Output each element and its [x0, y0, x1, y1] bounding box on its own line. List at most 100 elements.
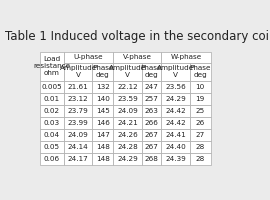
- Bar: [161, 81, 190, 93]
- Text: 23.12: 23.12: [68, 96, 89, 102]
- Text: 146: 146: [96, 120, 110, 126]
- Text: W-phase: W-phase: [170, 54, 202, 60]
- Text: 266: 266: [144, 120, 158, 126]
- Text: 28: 28: [195, 156, 205, 162]
- Bar: [92, 105, 113, 117]
- Text: 267: 267: [144, 144, 158, 150]
- Text: 24.40: 24.40: [165, 144, 186, 150]
- Text: 25: 25: [195, 108, 205, 114]
- Text: 0.02: 0.02: [44, 108, 60, 114]
- Text: 148: 148: [96, 156, 110, 162]
- Text: 26: 26: [195, 120, 205, 126]
- Bar: [40, 141, 64, 153]
- Text: 24.28: 24.28: [117, 144, 138, 150]
- Bar: [64, 141, 92, 153]
- Text: 23.99: 23.99: [68, 120, 89, 126]
- Text: Amplitude
V: Amplitude V: [109, 65, 146, 78]
- Bar: [40, 117, 64, 129]
- Text: 0.04: 0.04: [44, 132, 60, 138]
- Bar: [161, 52, 211, 62]
- Text: 22.12: 22.12: [117, 84, 138, 90]
- Bar: [40, 153, 64, 165]
- Text: 24.29: 24.29: [165, 96, 186, 102]
- Bar: [161, 93, 190, 105]
- Text: Phase
deg: Phase deg: [141, 65, 162, 78]
- Text: Table 1 Induced voltage in the secondary coil: Table 1 Induced voltage in the secondary…: [5, 30, 270, 43]
- Text: 267: 267: [144, 132, 158, 138]
- Bar: [190, 141, 211, 153]
- Bar: [64, 153, 92, 165]
- Text: 19: 19: [195, 96, 205, 102]
- Bar: [113, 62, 141, 81]
- Bar: [190, 105, 211, 117]
- Bar: [64, 62, 92, 81]
- Bar: [92, 117, 113, 129]
- Bar: [64, 81, 92, 93]
- Bar: [190, 81, 211, 93]
- Text: Phase
deg: Phase deg: [92, 65, 114, 78]
- Bar: [92, 93, 113, 105]
- Text: 0.005: 0.005: [42, 84, 62, 90]
- Bar: [190, 117, 211, 129]
- Bar: [161, 62, 190, 81]
- Text: 24.42: 24.42: [165, 120, 186, 126]
- Text: 28: 28: [195, 144, 205, 150]
- Text: Amplitude
V: Amplitude V: [157, 65, 194, 78]
- Bar: [92, 141, 113, 153]
- Text: 27: 27: [195, 132, 205, 138]
- Bar: [92, 129, 113, 141]
- Bar: [141, 105, 161, 117]
- Text: 24.09: 24.09: [68, 132, 89, 138]
- Text: 147: 147: [96, 132, 110, 138]
- Text: 268: 268: [144, 156, 158, 162]
- Text: V-phase: V-phase: [123, 54, 152, 60]
- Text: 145: 145: [96, 108, 110, 114]
- Bar: [161, 141, 190, 153]
- Bar: [190, 153, 211, 165]
- Bar: [40, 52, 64, 81]
- Text: 23.59: 23.59: [117, 96, 138, 102]
- Bar: [92, 62, 113, 81]
- Text: 23.79: 23.79: [68, 108, 89, 114]
- Bar: [190, 62, 211, 81]
- Bar: [40, 93, 64, 105]
- Text: 10: 10: [195, 84, 205, 90]
- Bar: [64, 117, 92, 129]
- Bar: [141, 81, 161, 93]
- Text: 24.17: 24.17: [68, 156, 89, 162]
- Bar: [161, 105, 190, 117]
- Bar: [40, 81, 64, 93]
- Bar: [190, 93, 211, 105]
- Text: 247: 247: [144, 84, 158, 90]
- Text: 24.14: 24.14: [68, 144, 89, 150]
- Bar: [113, 105, 141, 117]
- Text: 24.29: 24.29: [117, 156, 138, 162]
- Bar: [141, 93, 161, 105]
- Bar: [141, 117, 161, 129]
- Bar: [92, 81, 113, 93]
- Bar: [64, 52, 113, 62]
- Bar: [141, 129, 161, 141]
- Text: 24.39: 24.39: [165, 156, 186, 162]
- Bar: [64, 93, 92, 105]
- Text: 21.61: 21.61: [68, 84, 89, 90]
- Bar: [141, 141, 161, 153]
- Text: 24.26: 24.26: [117, 132, 138, 138]
- Bar: [161, 153, 190, 165]
- Text: 23.56: 23.56: [165, 84, 186, 90]
- Bar: [113, 129, 141, 141]
- Bar: [113, 117, 141, 129]
- Bar: [141, 153, 161, 165]
- Bar: [92, 153, 113, 165]
- Text: 140: 140: [96, 96, 110, 102]
- Bar: [40, 129, 64, 141]
- Bar: [64, 105, 92, 117]
- Bar: [161, 129, 190, 141]
- Text: 0.03: 0.03: [44, 120, 60, 126]
- Bar: [113, 52, 161, 62]
- Bar: [113, 153, 141, 165]
- Bar: [40, 105, 64, 117]
- Text: Phase
deg: Phase deg: [189, 65, 211, 78]
- Text: 148: 148: [96, 144, 110, 150]
- Text: 0.01: 0.01: [44, 96, 60, 102]
